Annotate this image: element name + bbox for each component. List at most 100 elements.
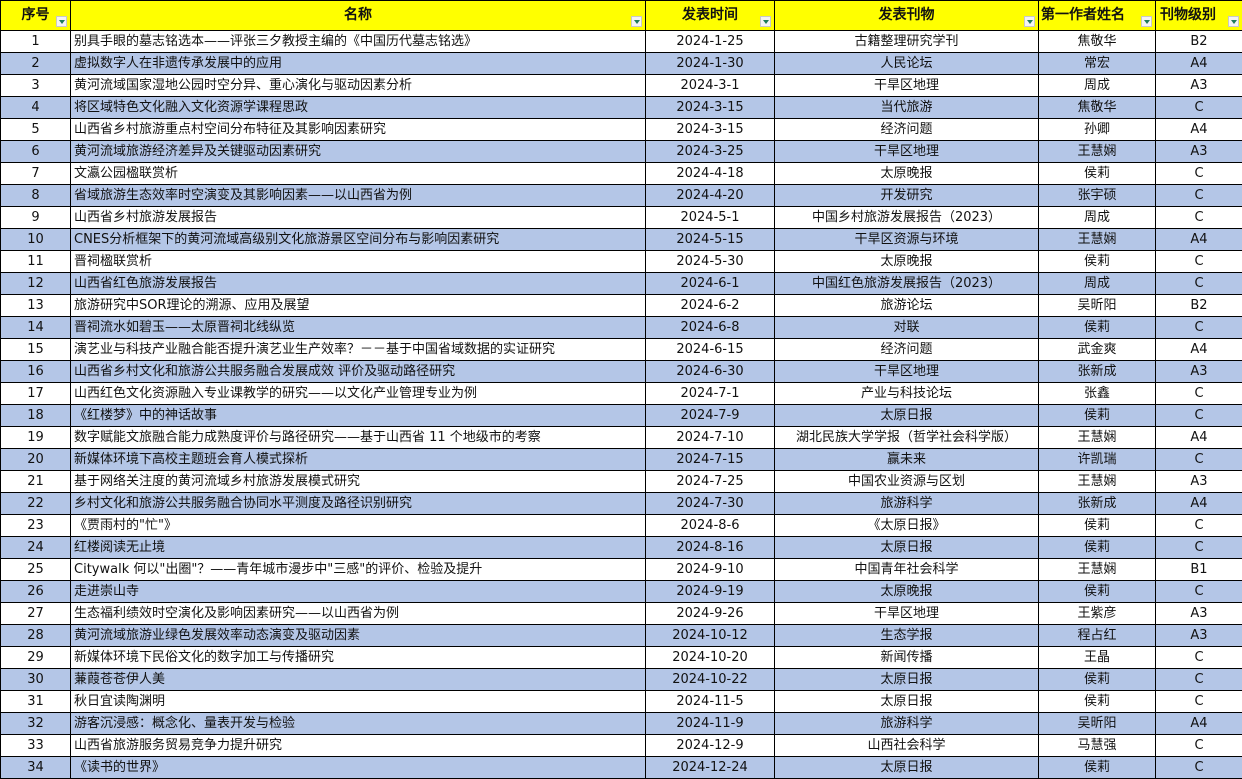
cell-date[interactable]: 2024-1-25 <box>645 30 775 53</box>
cell-date[interactable]: 2024-10-12 <box>645 624 775 647</box>
cell-title[interactable]: 省域旅游生态效率时空演变及其影响因素——以山西省为例 <box>70 184 646 207</box>
cell-journal[interactable]: 旅游论坛 <box>774 294 1039 317</box>
cell-first-author[interactable]: 王慧娴 <box>1038 140 1156 163</box>
cell-index[interactable]: 31 <box>0 690 71 713</box>
cell-journal[interactable]: 太原晚报 <box>774 250 1039 273</box>
cell-index[interactable]: 1 <box>0 30 71 53</box>
cell-journal[interactable]: 中国乡村旅游发展报告（2023） <box>774 206 1039 229</box>
cell-title[interactable]: 虚拟数字人在非遗传承发展中的应用 <box>70 52 646 75</box>
filter-dropdown-icon[interactable] <box>1228 16 1239 27</box>
cell-index[interactable]: 21 <box>0 470 71 493</box>
cell-journal[interactable]: 对联 <box>774 316 1039 339</box>
cell-first-author[interactable]: 孙卿 <box>1038 118 1156 141</box>
cell-journal-level[interactable]: C <box>1155 250 1242 273</box>
filter-dropdown-icon[interactable] <box>56 16 67 27</box>
cell-journal-level[interactable]: C <box>1155 448 1242 471</box>
cell-journal[interactable]: 湖北民族大学学报（哲学社会科学版） <box>774 426 1039 449</box>
cell-journal-level[interactable]: C <box>1155 580 1242 603</box>
cell-journal-level[interactable]: C <box>1155 206 1242 229</box>
cell-first-author[interactable]: 侯莉 <box>1038 668 1156 691</box>
cell-journal[interactable]: 新闻传播 <box>774 646 1039 669</box>
cell-title[interactable]: 演艺业与科技产业融合能否提升演艺业生产效率？－－基于中国省域数据的实证研究 <box>70 338 646 361</box>
cell-date[interactable]: 2024-1-30 <box>645 52 775 75</box>
filter-dropdown-icon[interactable] <box>631 16 642 27</box>
cell-journal-level[interactable]: A4 <box>1155 338 1242 361</box>
cell-first-author[interactable]: 张宇硕 <box>1038 184 1156 207</box>
cell-journal[interactable]: 旅游科学 <box>774 492 1039 515</box>
cell-first-author[interactable]: 王慧娴 <box>1038 426 1156 449</box>
cell-journal-level[interactable]: A3 <box>1155 470 1242 493</box>
cell-index[interactable]: 23 <box>0 514 71 537</box>
cell-date[interactable]: 2024-12-24 <box>645 756 775 779</box>
cell-journal[interactable]: 经济问题 <box>774 118 1039 141</box>
cell-journal-level[interactable]: C <box>1155 162 1242 185</box>
cell-first-author[interactable]: 侯莉 <box>1038 250 1156 273</box>
cell-index[interactable]: 5 <box>0 118 71 141</box>
cell-journal[interactable]: 旅游科学 <box>774 712 1039 735</box>
cell-first-author[interactable]: 侯莉 <box>1038 690 1156 713</box>
cell-first-author[interactable]: 许凯瑞 <box>1038 448 1156 471</box>
cell-journal-level[interactable]: A4 <box>1155 712 1242 735</box>
cell-journal[interactable]: 干旱区地理 <box>774 602 1039 625</box>
cell-date[interactable]: 2024-6-15 <box>645 338 775 361</box>
cell-journal-level[interactable]: B2 <box>1155 30 1242 53</box>
cell-first-author[interactable]: 侯莉 <box>1038 514 1156 537</box>
cell-index[interactable]: 20 <box>0 448 71 471</box>
cell-title[interactable]: 山西省乡村旅游发展报告 <box>70 206 646 229</box>
cell-journal-level[interactable]: B2 <box>1155 294 1242 317</box>
cell-journal[interactable]: 干旱区地理 <box>774 74 1039 97</box>
cell-index[interactable]: 3 <box>0 74 71 97</box>
cell-journal-level[interactable]: C <box>1155 404 1242 427</box>
cell-journal-level[interactable]: B1 <box>1155 558 1242 581</box>
cell-first-author[interactable]: 张新成 <box>1038 360 1156 383</box>
cell-title[interactable]: 旅游研究中SOR理论的溯源、应用及展望 <box>70 294 646 317</box>
cell-journal-level[interactable]: C <box>1155 96 1242 119</box>
cell-index[interactable]: 16 <box>0 360 71 383</box>
cell-title[interactable]: 山西省乡村旅游重点村空间分布特征及其影响因素研究 <box>70 118 646 141</box>
cell-date[interactable]: 2024-3-15 <box>645 118 775 141</box>
cell-date[interactable]: 2024-7-30 <box>645 492 775 515</box>
cell-journal-level[interactable]: C <box>1155 382 1242 405</box>
cell-date[interactable]: 2024-4-20 <box>645 184 775 207</box>
cell-index[interactable]: 7 <box>0 162 71 185</box>
filter-dropdown-icon[interactable] <box>1141 16 1152 27</box>
cell-journal[interactable]: 古籍整理研究学刊 <box>774 30 1039 53</box>
cell-journal[interactable]: 产业与科技论坛 <box>774 382 1039 405</box>
cell-index[interactable]: 17 <box>0 382 71 405</box>
cell-title[interactable]: 山西省乡村文化和旅游公共服务融合发展成效 评价及驱动路径研究 <box>70 360 646 383</box>
cell-date[interactable]: 2024-9-19 <box>645 580 775 603</box>
cell-index[interactable]: 15 <box>0 338 71 361</box>
cell-title[interactable]: 《贾雨村的"忙"》 <box>70 514 646 537</box>
cell-date[interactable]: 2024-5-1 <box>645 206 775 229</box>
cell-index[interactable]: 12 <box>0 272 71 295</box>
cell-date[interactable]: 2024-8-6 <box>645 514 775 537</box>
cell-title[interactable]: 数字赋能文旅融合能力成熟度评价与路径研究——基于山西省 11 个地级市的考察 <box>70 426 646 449</box>
cell-journal[interactable]: 中国青年社会科学 <box>774 558 1039 581</box>
cell-first-author[interactable]: 吴昕阳 <box>1038 294 1156 317</box>
cell-index[interactable]: 13 <box>0 294 71 317</box>
cell-index[interactable]: 11 <box>0 250 71 273</box>
cell-journal[interactable]: 中国红色旅游发展报告（2023） <box>774 272 1039 295</box>
cell-journal[interactable]: 干旱区资源与环境 <box>774 228 1039 251</box>
cell-title[interactable]: 游客沉浸感：概念化、量表开发与检验 <box>70 712 646 735</box>
cell-first-author[interactable]: 焦敬华 <box>1038 30 1156 53</box>
cell-journal-level[interactable]: A4 <box>1155 52 1242 75</box>
cell-journal-level[interactable]: C <box>1155 690 1242 713</box>
cell-first-author[interactable]: 张新成 <box>1038 492 1156 515</box>
cell-journal[interactable]: 太原晚报 <box>774 580 1039 603</box>
cell-index[interactable]: 29 <box>0 646 71 669</box>
cell-journal-level[interactable]: C <box>1155 316 1242 339</box>
header-index[interactable]: 序号 <box>0 0 71 31</box>
cell-journal[interactable]: 人民论坛 <box>774 52 1039 75</box>
cell-date[interactable]: 2024-3-1 <box>645 74 775 97</box>
cell-journal-level[interactable]: A3 <box>1155 360 1242 383</box>
cell-index[interactable]: 25 <box>0 558 71 581</box>
cell-title[interactable]: 将区域特色文化融入文化资源学课程思政 <box>70 96 646 119</box>
cell-title[interactable]: 文瀛公园楹联赏析 <box>70 162 646 185</box>
cell-journal-level[interactable]: C <box>1155 756 1242 779</box>
cell-index[interactable]: 32 <box>0 712 71 735</box>
cell-index[interactable]: 19 <box>0 426 71 449</box>
cell-journal-level[interactable]: C <box>1155 646 1242 669</box>
cell-title[interactable]: 生态福利绩效时空演化及影响因素研究——以山西省为例 <box>70 602 646 625</box>
cell-journal[interactable]: 干旱区地理 <box>774 140 1039 163</box>
